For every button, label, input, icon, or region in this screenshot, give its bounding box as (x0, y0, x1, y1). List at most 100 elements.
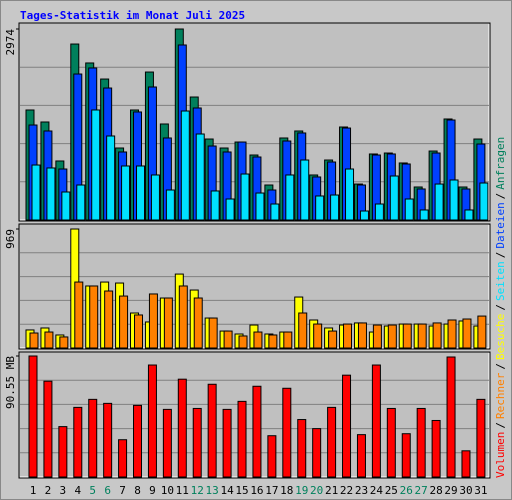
bar (345, 168, 355, 221)
bar (134, 314, 144, 349)
bar (371, 364, 381, 478)
bar (462, 318, 472, 349)
bar (431, 419, 441, 478)
bar (208, 317, 218, 349)
bar (31, 164, 41, 221)
x-tick-label: 5 (89, 484, 96, 497)
bar (61, 191, 71, 221)
x-tick-label: 25 (385, 484, 398, 497)
bar (76, 184, 86, 221)
x-tick-label: 2 (45, 484, 52, 497)
bar (300, 159, 310, 221)
legend-separator: / (494, 422, 507, 429)
x-tick-label: 6 (104, 484, 111, 497)
x-tick-label: 21 (325, 484, 338, 497)
bar (104, 290, 114, 349)
x-tick-label: 20 (310, 484, 323, 497)
bar (404, 198, 414, 221)
x-tick-label: 15 (235, 484, 248, 497)
bar (372, 324, 382, 349)
bar (374, 203, 384, 221)
x-tick-label: 31 (474, 484, 487, 497)
bar (255, 192, 265, 221)
bar (476, 398, 486, 478)
bar (417, 323, 427, 349)
bar (88, 398, 98, 478)
bar (477, 315, 487, 349)
legend-entry: Rechner (494, 372, 507, 419)
bar (312, 428, 322, 478)
bar (419, 209, 429, 221)
x-tick-label: 1 (30, 484, 37, 497)
bar (207, 383, 217, 478)
x-tick-label: 22 (340, 484, 353, 497)
bar (449, 179, 459, 221)
bar (222, 408, 232, 478)
x-tick-label: 23 (355, 484, 368, 497)
bar (150, 174, 160, 221)
bar (357, 322, 367, 349)
x-tick-label: 17 (265, 484, 278, 497)
legend: Volumen / Rechner / Besuche / Seiten / Dateien / A… (494, 137, 507, 478)
bar (238, 335, 248, 349)
legend-separator: / (494, 193, 507, 200)
bar (133, 404, 143, 478)
bar (147, 364, 157, 478)
bar (59, 336, 69, 349)
bar (46, 167, 56, 221)
bar (43, 380, 53, 478)
legend-entry: Dateien (494, 202, 507, 248)
bar (359, 210, 369, 221)
bar (479, 182, 489, 221)
bar (178, 285, 188, 349)
legend-entry: Seiten (494, 261, 507, 301)
bar (446, 356, 456, 478)
bar (389, 175, 399, 221)
bar (119, 295, 129, 349)
bar (327, 406, 337, 478)
bar (270, 203, 280, 221)
x-tick-label: 4 (74, 484, 81, 497)
y-tick-label: 2974 (4, 29, 17, 56)
x-tick-label: 7 (119, 484, 126, 497)
bar (28, 355, 38, 478)
bar (268, 334, 278, 349)
bar (225, 198, 235, 221)
x-tick-label: 8 (134, 484, 141, 497)
legend-entry: Volumen (494, 432, 507, 478)
bar (180, 110, 190, 221)
bar (192, 407, 202, 478)
y-tick-label: 969 (4, 229, 17, 249)
bar (401, 433, 411, 478)
x-tick-label: 14 (220, 484, 234, 497)
bar (285, 174, 295, 221)
bar (432, 322, 442, 349)
bar (165, 189, 175, 221)
bar (162, 408, 172, 478)
bar (416, 407, 426, 478)
bar (89, 285, 99, 349)
bar (103, 402, 113, 478)
bar (297, 419, 307, 478)
bar (402, 323, 412, 349)
bar (58, 426, 68, 478)
bar (461, 450, 471, 478)
chart-title: Tages-Statistik im Monat Juli 2025 (20, 9, 245, 22)
x-tick-label: 9 (149, 484, 156, 497)
bar (315, 195, 325, 221)
x-tick-label: 18 (280, 484, 293, 497)
bar (44, 331, 54, 349)
y-tick-label: 90.55 MB (4, 356, 17, 409)
x-tick-label: 11 (176, 484, 189, 497)
bar (464, 209, 474, 221)
bar (106, 135, 116, 221)
x-tick-label: 30 (459, 484, 472, 497)
bar (328, 330, 338, 349)
bar (386, 407, 396, 478)
x-tick-label: 24 (370, 484, 384, 497)
bar (237, 400, 247, 478)
bar (74, 281, 84, 349)
bar (210, 190, 220, 221)
bar (136, 165, 146, 221)
x-tick-label: 12 (191, 484, 204, 497)
